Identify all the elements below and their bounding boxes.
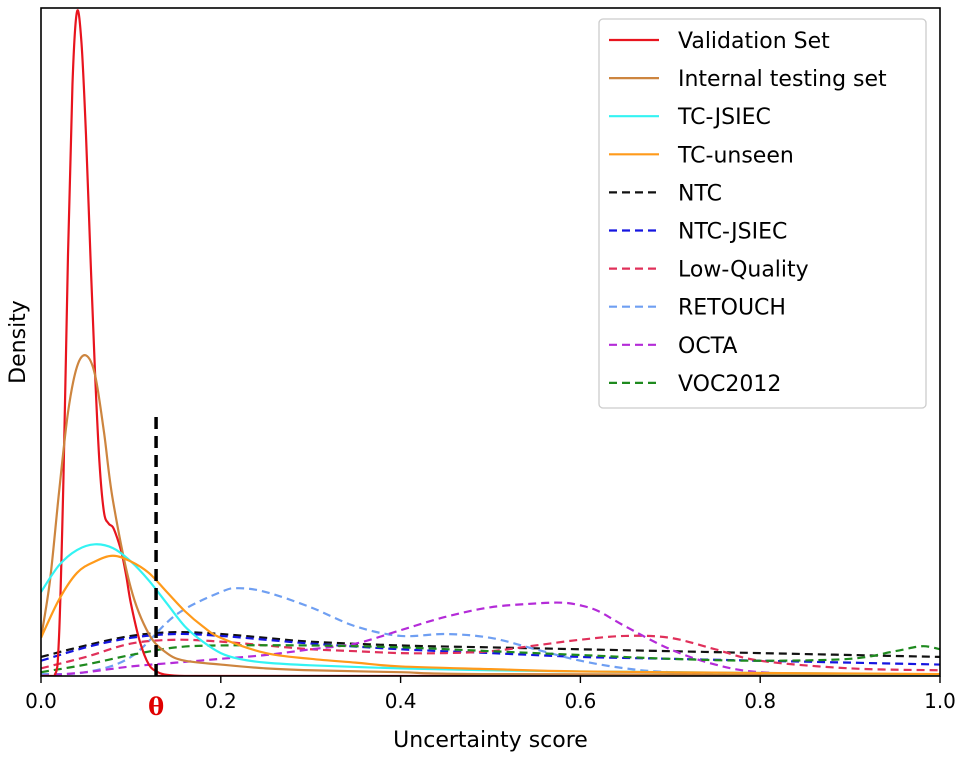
series-line-ntc: [41, 630, 940, 659]
x-tick-label: 0.2: [205, 689, 237, 713]
x-tick-label: 1.0: [924, 689, 956, 713]
series-line-low-quality: [41, 634, 940, 672]
series-line-tc-unseen: [41, 554, 940, 676]
x-axis-label: Uncertainty score: [393, 728, 588, 753]
x-tick-label: 0.4: [385, 689, 417, 713]
legend-label-ntc-jsiec: NTC-JSIEC: [678, 220, 787, 245]
legend-label-validation-set: Validation Set: [678, 29, 830, 54]
threshold-label: θ: [148, 692, 164, 721]
x-tick-label: 0.0: [25, 689, 57, 713]
series-line-octa: [41, 601, 940, 676]
x-tick-label: 0.8: [744, 689, 776, 713]
legend-label-ntc: NTC: [678, 181, 722, 206]
legend-label-tc-unseen: TC-unseen: [677, 143, 794, 168]
legend: Validation Set Internal testing set TC-JSI…: [598, 18, 927, 409]
threshold-layer: θ: [148, 416, 164, 721]
x-axis: 0.0 0.2 0.4 0.6 0.8 1.0: [25, 676, 956, 713]
series-line-ntc-jsiec: [41, 632, 940, 666]
legend-label-voc2012: VOC2012: [678, 372, 781, 397]
legend-label-low-quality: Low-Quality: [678, 258, 809, 283]
legend-label-tc-jsiec: TC-JSIEC: [677, 105, 771, 130]
plot-frame: [40, 7, 941, 677]
y-axis-label: Density: [6, 300, 31, 384]
legend-label-octa: OCTA: [678, 334, 737, 359]
series-line-retouch: [41, 587, 940, 676]
legend-label-retouch: RETOUCH: [678, 296, 786, 321]
legend-label-internal-testing-set: Internal testing set: [678, 67, 887, 92]
x-tick-label: 0.6: [564, 689, 596, 713]
legend-box: [598, 18, 927, 409]
series-line-internal-testing-set: [41, 354, 940, 676]
